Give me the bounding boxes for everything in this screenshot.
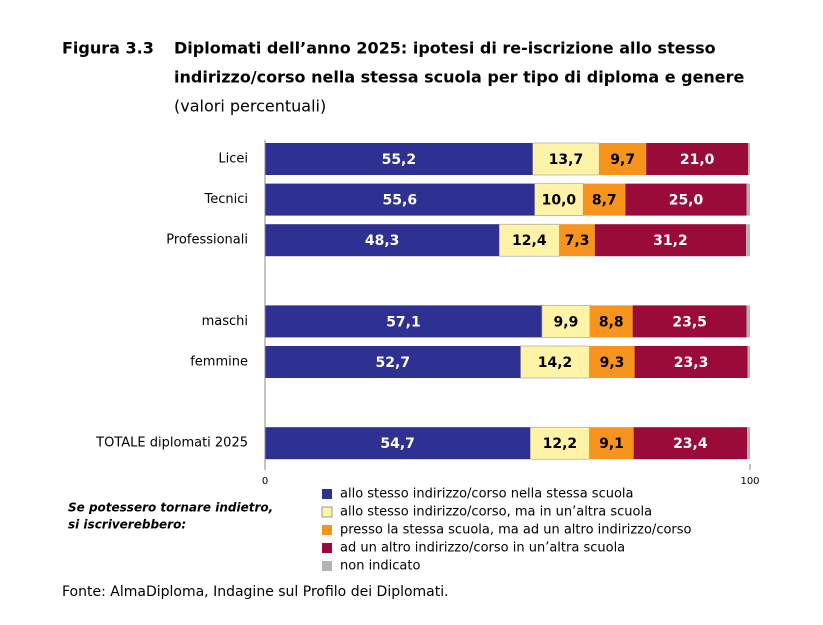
legend-label: non indicato — [340, 559, 420, 574]
legend-note: si iscriverebbero: — [68, 518, 186, 532]
y-tick-label: femmine — [190, 355, 248, 370]
legend-label: allo stesso indirizzo/corso nella stessa… — [340, 487, 634, 502]
bar-segment — [634, 346, 748, 378]
bar-segment — [559, 224, 595, 257]
bar-segment — [747, 427, 750, 460]
y-tick-label: maschi — [202, 314, 248, 329]
data-label: 25,0 — [669, 193, 704, 209]
data-label: 8,7 — [592, 193, 617, 209]
data-label: 7,3 — [565, 233, 590, 249]
data-label: 8,8 — [599, 314, 624, 330]
legend-label: presso la stessa scuola, ma ad un altro … — [340, 523, 692, 538]
bar-segment — [599, 143, 647, 175]
legend-swatch — [322, 525, 332, 535]
data-label: 21,0 — [680, 152, 715, 168]
bar-segment — [632, 305, 747, 338]
data-label: 13,7 — [549, 152, 584, 168]
bar-segment — [589, 346, 635, 378]
figure-label: Figura 3.3 — [62, 39, 154, 58]
legend-note: Se potessero tornare indietro, — [68, 501, 273, 515]
data-label: 9,3 — [600, 355, 625, 371]
bar-segment — [265, 305, 542, 338]
bar-segment — [265, 224, 500, 257]
bar-segment — [746, 224, 750, 257]
data-label: 52,7 — [376, 355, 411, 371]
bar-segment — [265, 346, 521, 378]
bar-segment — [265, 143, 533, 175]
data-label: 9,9 — [554, 314, 579, 330]
bar-segment — [589, 427, 634, 460]
data-label: 14,2 — [538, 355, 573, 371]
data-label: 23,4 — [673, 436, 708, 452]
x-tick-label: 0 — [262, 476, 268, 487]
bar-segment — [589, 305, 633, 338]
bar-segment — [534, 183, 584, 216]
data-label: 23,3 — [674, 355, 709, 371]
legend-swatch — [322, 489, 332, 499]
bar-segment — [746, 305, 750, 338]
bar-segment — [532, 142, 600, 176]
data-label: 54,7 — [380, 436, 415, 452]
bar-segment — [583, 183, 626, 216]
legend-swatch — [322, 543, 332, 553]
source: Fonte: AlmaDiploma, Indagine sul Profilo… — [62, 584, 449, 600]
y-tick-label: Professionali — [166, 233, 248, 248]
bar-segment — [748, 143, 750, 175]
bar-segment — [747, 346, 750, 378]
bar-segment — [529, 426, 590, 460]
legend-swatch — [321, 506, 333, 518]
data-label: 31,2 — [653, 233, 688, 249]
legend-label: ad un altro indirizzo/corso in un’altra … — [340, 541, 625, 556]
data-label: 55,6 — [383, 193, 418, 209]
data-label: 12,4 — [512, 233, 547, 249]
bar-segment — [541, 305, 591, 338]
data-label: 9,1 — [599, 436, 624, 452]
legend-swatch — [322, 561, 332, 571]
y-tick-label: Licei — [218, 152, 248, 167]
y-tick-label: TOTALE diplomati 2025 — [95, 436, 248, 451]
bar-segment — [265, 183, 535, 216]
bar-segment — [498, 223, 560, 257]
data-label: 55,2 — [382, 152, 417, 168]
chart-title: indirizzo/corso nella stessa scuola per … — [174, 68, 745, 87]
data-label: 23,5 — [672, 314, 707, 330]
data-label: 10,0 — [542, 193, 577, 209]
data-label: 57,1 — [386, 314, 421, 330]
bar-segment — [746, 183, 750, 216]
bar-segment — [520, 345, 590, 379]
bar-segment — [265, 427, 531, 460]
chart-subtitle: (valori percentuali) — [174, 97, 326, 116]
x-tick-label: 100 — [740, 476, 759, 487]
bar-segment — [646, 143, 749, 175]
data-label: 12,2 — [543, 436, 578, 452]
bar-segment — [633, 427, 748, 460]
bar-segment — [594, 224, 747, 257]
legend-label: allo stesso indirizzo/corso, ma in un’al… — [340, 505, 652, 520]
y-tick-label: Tecnici — [204, 192, 249, 207]
data-label: 9,7 — [610, 152, 635, 168]
bar-segment — [625, 183, 747, 216]
chart-title: Diplomati dell’anno 2025: ipotesi di re-… — [174, 39, 716, 58]
data-label: 48,3 — [365, 233, 400, 249]
